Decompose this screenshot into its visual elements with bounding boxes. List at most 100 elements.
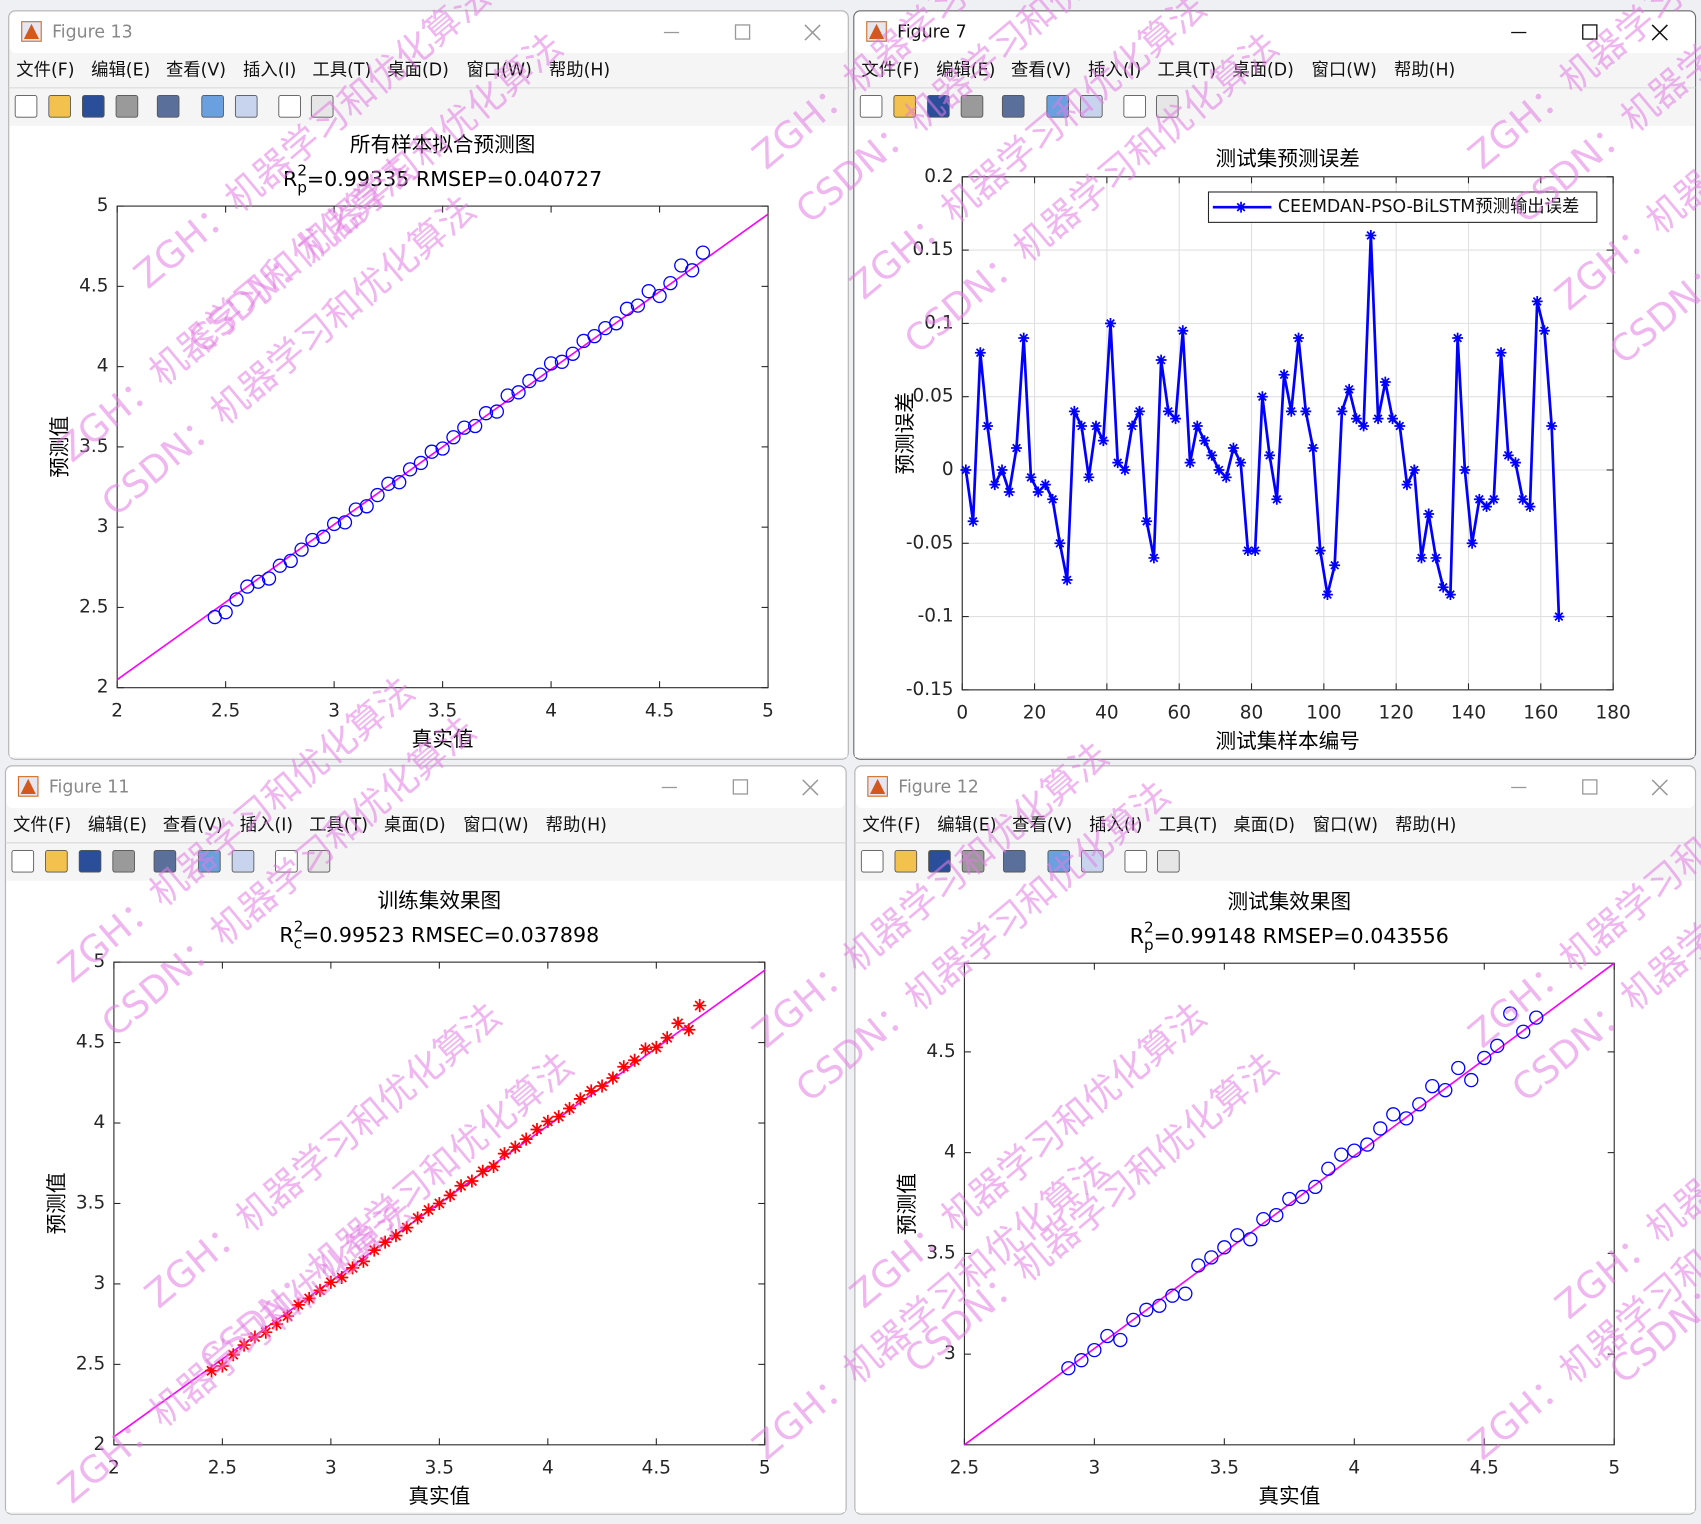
menu-item[interactable]: 查看(V) [1012,815,1072,835]
maximize-button[interactable] [732,779,749,795]
toolbar-button[interactable] [278,95,301,118]
marker [381,476,396,491]
menu-item[interactable]: 桌面(D) [1233,815,1295,835]
marker [1365,230,1377,241]
toolbar-button[interactable] [201,95,224,118]
menu-item[interactable]: 编辑(E) [936,61,995,81]
toolbar-button[interactable] [1080,95,1103,118]
x-tick-label: 2 [108,1458,120,1479]
toolbar-button[interactable] [961,849,985,873]
toolbar-button[interactable] [1046,95,1069,118]
toolbar-button[interactable] [960,95,984,118]
toolbar-button[interactable] [1155,95,1179,118]
marker [1387,413,1398,425]
toolbar-button[interactable] [894,849,918,873]
menu-item[interactable]: 桌面(D) [384,815,446,835]
menu-item[interactable]: 插入(I) [243,61,296,81]
toolbar-button[interactable] [78,849,102,873]
menu-item[interactable]: 插入(I) [240,815,293,835]
menu-item[interactable]: 桌面(D) [1232,61,1294,81]
menu-item[interactable]: 查看(V) [1011,61,1071,81]
toolbar-button[interactable] [1081,849,1104,873]
menu-item[interactable]: 文件(F) [862,815,920,835]
menu-item[interactable]: 查看(V) [163,815,223,835]
menu-item[interactable]: 文件(F) [861,61,919,81]
menu-item[interactable]: 帮助(H) [546,815,607,835]
menu-item[interactable]: 编辑(E) [937,815,996,835]
maximize-button[interactable] [1582,24,1598,40]
marker [1510,457,1521,469]
menu-item[interactable]: 帮助(H) [549,61,610,81]
menu-item[interactable]: 工具(T) [312,61,371,81]
window-title: Figure 11 [49,777,130,797]
close-button[interactable] [1651,779,1668,796]
toolbar-button[interactable] [1001,95,1025,118]
menu-item[interactable]: 插入(I) [1088,61,1141,81]
marker [270,1317,284,1331]
toolbar-button[interactable] [48,95,71,118]
menu-item[interactable]: 编辑(E) [88,815,147,835]
menu-item[interactable]: 文件(F) [13,815,71,835]
menu-item[interactable]: 窗口(W) [1312,61,1377,81]
marker [1372,413,1384,425]
menu-item[interactable]: 编辑(E) [91,61,150,81]
x-tick-label: 0 [956,703,968,724]
chart-title: 测试集效果图 [1227,889,1351,913]
marker [1408,464,1420,476]
toolbar-button[interactable] [198,849,221,873]
x-tick-label: 100 [1306,703,1341,724]
toolbar-button[interactable] [927,95,950,118]
maximize-button[interactable] [1582,779,1598,795]
menu-item[interactable]: 工具(T) [1159,815,1218,835]
menu-item[interactable]: 窗口(W) [1313,815,1378,835]
toolbar-button[interactable] [231,849,255,873]
close-button[interactable] [1651,24,1668,41]
axes-box [113,961,766,1446]
marker [1141,515,1153,527]
toolbar-button[interactable] [275,849,298,873]
toolbar-button[interactable] [307,849,331,873]
x-tick-label: 80 [1240,703,1263,724]
toolbar-button[interactable] [11,849,35,873]
menu-item[interactable]: 窗口(W) [466,61,531,81]
toolbar-button[interactable] [893,95,917,118]
toolbar-button[interactable] [1124,849,1148,873]
close-button[interactable] [802,779,819,796]
toolbar-button[interactable] [928,849,951,873]
menu-item[interactable]: 窗口(W) [463,815,528,835]
toolbar-button[interactable] [153,849,177,873]
toolbar-button[interactable] [860,849,884,873]
menu-item[interactable]: 帮助(H) [1395,815,1456,835]
toolbar-button[interactable] [1157,849,1180,873]
menu-item[interactable]: 文件(F) [16,61,74,81]
toolbar-button[interactable] [45,849,68,873]
toolbar-button[interactable] [1047,849,1071,873]
toolbar-button[interactable] [115,95,139,118]
marker [1300,405,1312,417]
marker [1087,1342,1102,1358]
marker [967,515,979,527]
marker [1529,1010,1544,1025]
marker [229,592,244,607]
marker [411,1211,425,1225]
menu-item[interactable]: 桌面(D) [387,61,449,81]
toolbar-button[interactable] [1003,849,1026,873]
maximize-button[interactable] [734,24,751,40]
toolbar-button[interactable] [156,95,180,118]
toolbar-button[interactable] [112,849,135,873]
menu-item[interactable]: 工具(T) [1158,61,1217,81]
toolbar-button[interactable] [14,95,38,118]
menu-item[interactable]: 帮助(H) [1394,61,1455,81]
toolbar-button[interactable] [82,95,105,118]
menu-item[interactable]: 工具(T) [309,815,368,835]
toolbar-button[interactable] [310,95,334,118]
toolbar-button[interactable] [859,95,883,118]
x-tick-label: 160 [1523,703,1558,724]
marker [1162,405,1174,417]
menu-item[interactable]: 插入(I) [1089,815,1142,835]
toolbar-button[interactable] [234,95,258,118]
toolbar-button[interactable] [1123,95,1147,118]
marker [302,1291,316,1305]
close-button[interactable] [804,24,821,41]
menu-item[interactable]: 查看(V) [166,61,226,81]
